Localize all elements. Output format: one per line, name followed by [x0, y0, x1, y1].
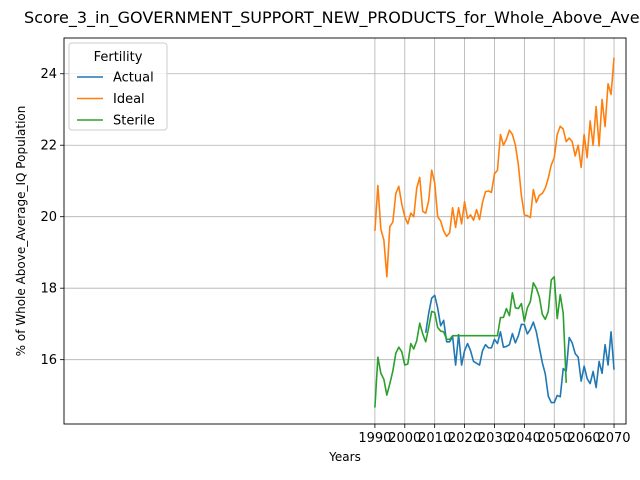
plot-frame	[63, 37, 627, 425]
legend: Fertility Actual Ideal Sterile	[68, 42, 168, 131]
y-axis-label: % of Whole Above_Average_IQ Population	[14, 106, 28, 357]
series-line-actual	[424, 294, 615, 404]
y-tick-label: 22	[40, 139, 57, 154]
x-tick-label: 2040	[508, 431, 541, 446]
legend-title: Fertility	[94, 50, 143, 65]
series-lines	[374, 57, 615, 408]
legend-label-sterile: Sterile	[113, 114, 155, 129]
x-tick-label: 2070	[597, 431, 630, 446]
legend-box	[68, 42, 168, 131]
x-tick-label: 2060	[568, 431, 601, 446]
x-axis-label: Years	[328, 450, 361, 464]
x-tick-label: 2030	[478, 431, 511, 446]
series-line-sterile	[374, 275, 568, 408]
x-tick-label: 2020	[448, 431, 481, 446]
series-line-ideal	[374, 57, 615, 278]
y-tick-label: 16	[40, 353, 57, 368]
x-tick-label: 1990	[358, 431, 391, 446]
y-tick-label: 20	[40, 210, 57, 225]
y-tick-label: 18	[40, 282, 57, 297]
chart-title: Score_3_in_GOVERNMENT_SUPPORT_NEW_PRODUC…	[24, 8, 640, 28]
x-tick-label: 2050	[538, 431, 571, 446]
legend-label-actual: Actual	[113, 71, 154, 86]
legend-label-ideal: Ideal	[113, 92, 145, 107]
x-tick-label: 2010	[418, 431, 451, 446]
x-tick-label: 2000	[388, 431, 421, 446]
y-tick-label: 24	[40, 67, 57, 82]
